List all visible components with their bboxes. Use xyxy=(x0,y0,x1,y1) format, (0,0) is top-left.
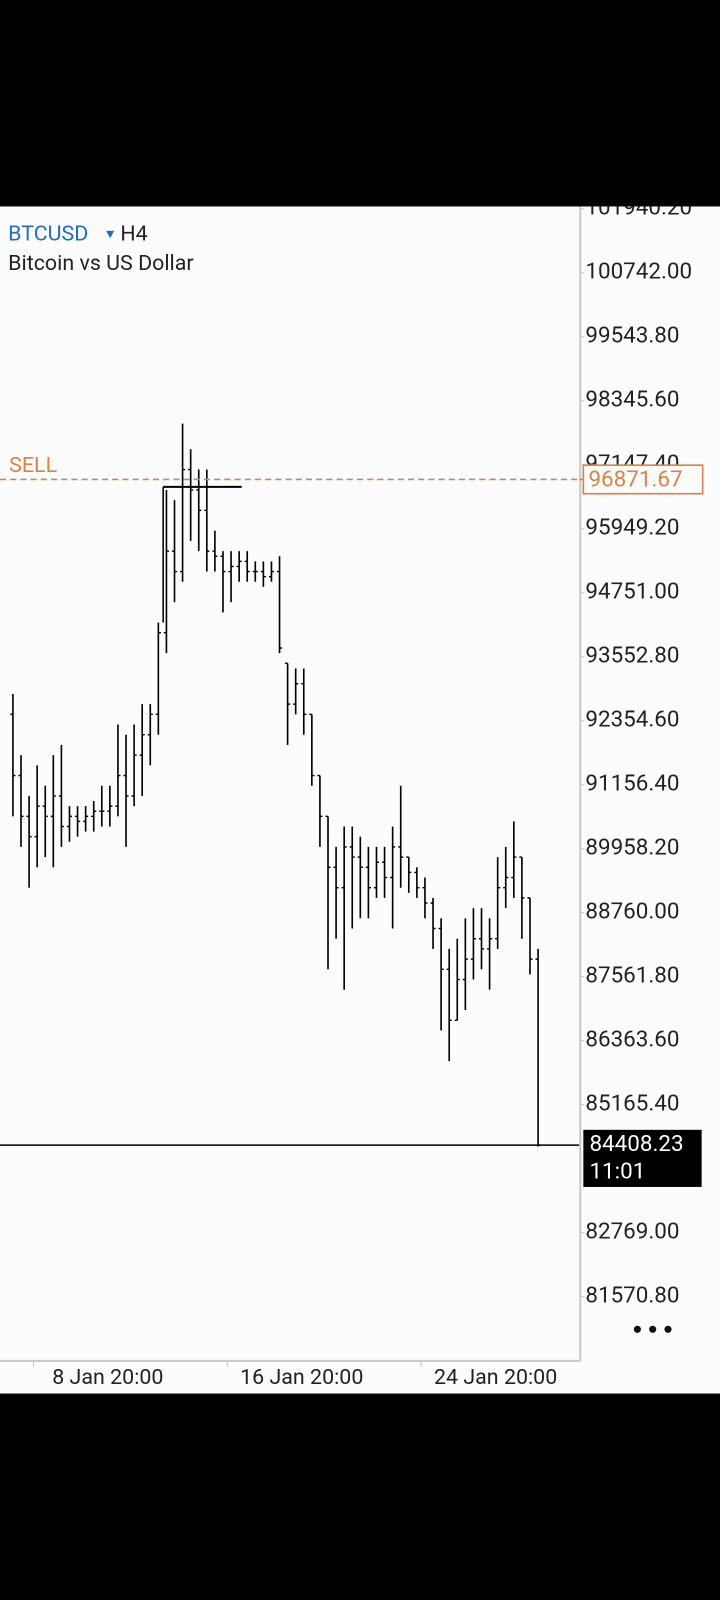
y-tick-label: 85165.40 xyxy=(585,1091,679,1117)
sell-price-box xyxy=(582,464,704,495)
x-tick-label: 8 Jan 20:00 xyxy=(52,1365,163,1390)
sell-price: 96871.67 xyxy=(588,466,682,492)
sell-label: SELL xyxy=(9,453,57,478)
x-tick-label: 16 Jan 20:00 xyxy=(240,1365,363,1390)
chart-title: Bitcoin vs US Dollar xyxy=(8,251,194,276)
y-tick-label: 99543.80 xyxy=(585,323,679,349)
y-tick-label: 91156.40 xyxy=(585,771,679,797)
y-tick-label: 87561.80 xyxy=(585,963,679,989)
current-time: 11:01 xyxy=(589,1159,645,1185)
y-tick-label: 100742.00 xyxy=(585,259,692,285)
y-tick-label: 92354.60 xyxy=(585,707,679,733)
y-tick-label: 93552.80 xyxy=(585,643,679,669)
x-tick-label: 24 Jan 20:00 xyxy=(434,1365,557,1390)
y-tick-label: 82769.00 xyxy=(585,1219,679,1245)
price-axis: 101940.20100742.0099543.8098345.6097147.… xyxy=(580,195,692,1309)
y-tick-label: 101940.20 xyxy=(585,195,692,221)
y-tick-label: 98345.60 xyxy=(585,387,679,413)
plot xyxy=(0,423,580,1147)
y-tick-label: 86363.60 xyxy=(585,1027,679,1053)
y-tick-label: 94751.00 xyxy=(585,579,679,605)
y-tick-label: 88760.00 xyxy=(585,899,679,925)
chart-panel xyxy=(0,206,720,1394)
overlays: 8 Jan 20:00 16 Jan 20:00 24 Jan 20:00 SELL 9… xyxy=(9,453,704,1390)
current-price-box xyxy=(583,1129,702,1187)
current-price: 84408.23 xyxy=(589,1131,683,1157)
y-tick-label: 95949.20 xyxy=(585,515,679,541)
symbol-dropdown-icon[interactable] xyxy=(106,230,115,239)
more-menu[interactable] xyxy=(633,1325,672,1333)
y-tick-label: 81570.80 xyxy=(585,1283,679,1309)
y-tick-label: 89958.20 xyxy=(585,835,679,861)
timeframe[interactable]: H4 xyxy=(120,222,147,247)
symbol[interactable]: BTCUSD xyxy=(8,222,88,247)
